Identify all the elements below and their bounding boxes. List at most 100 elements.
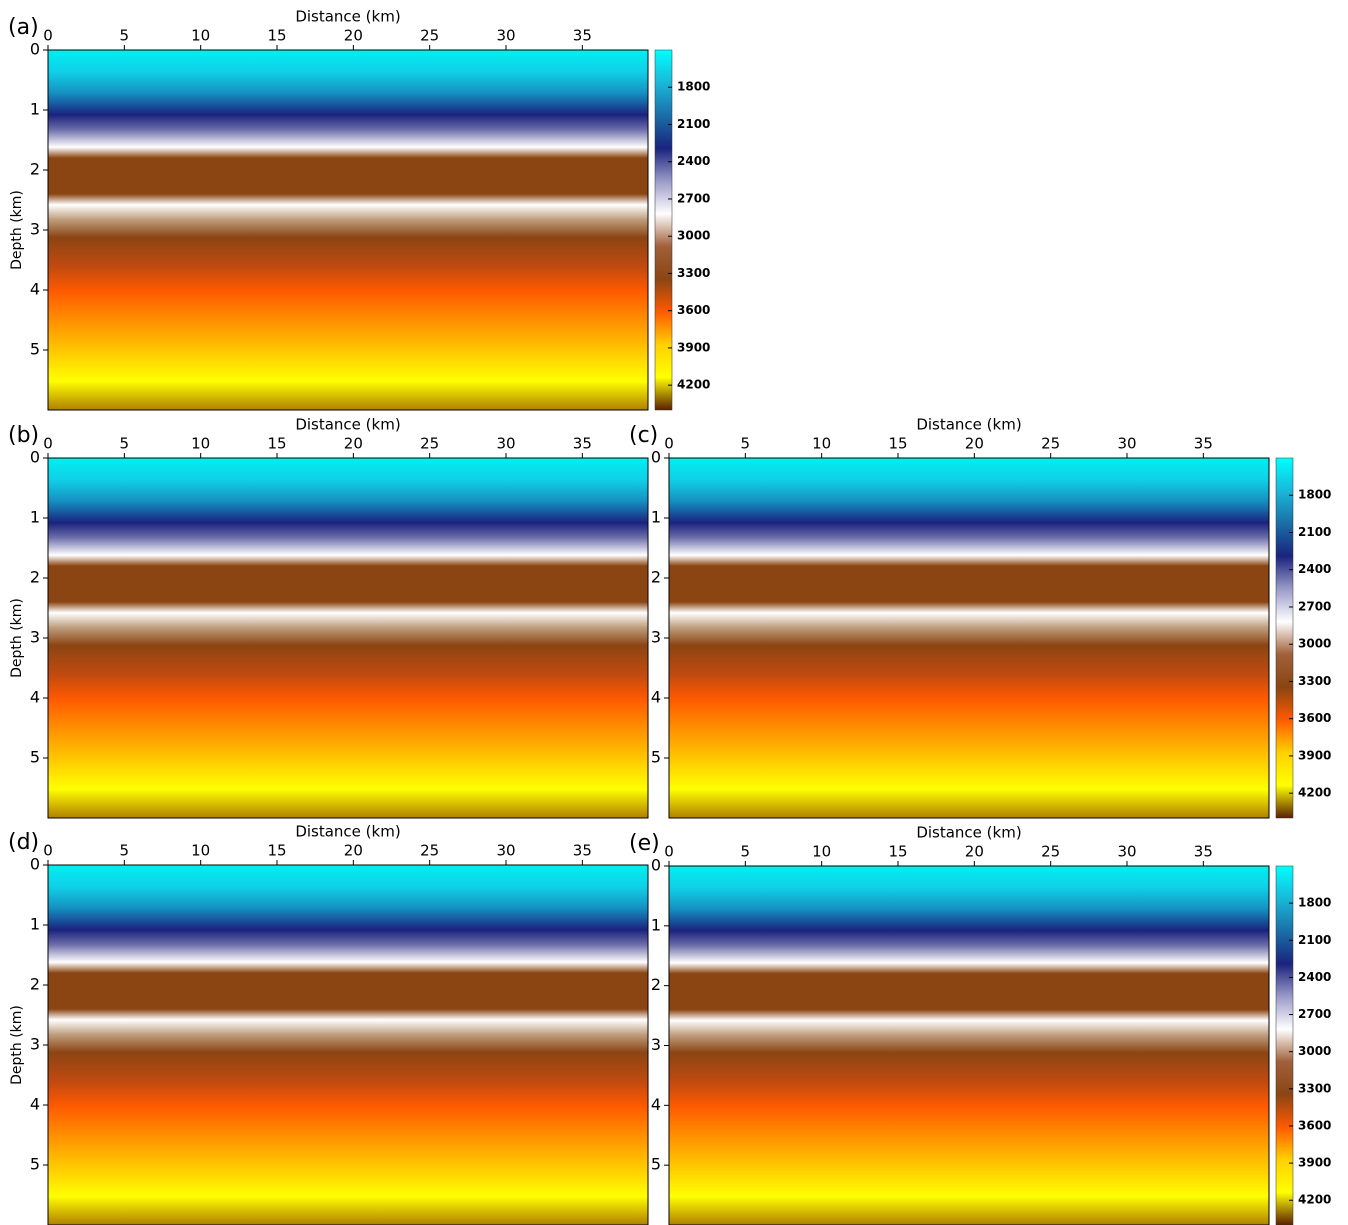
x-tick-label: 20	[344, 27, 363, 45]
y-tick-label: 4	[651, 688, 661, 707]
x-tick-label: 25	[420, 842, 439, 860]
colorbar	[1275, 457, 1294, 819]
velocity-image	[48, 50, 648, 410]
colorbar-tick-label: 2400	[1298, 970, 1331, 984]
axes-frame	[668, 457, 1270, 819]
x-tick-label: 35	[573, 842, 592, 860]
panel-label: (b)	[8, 423, 39, 448]
x-axis-label: Distance (km)	[295, 823, 400, 841]
x-tick-label: 15	[267, 27, 286, 45]
x-tick-label: 35	[1194, 435, 1213, 453]
x-tick-label: 35	[1194, 843, 1213, 861]
y-tick-label: 2	[30, 975, 40, 994]
colorbar-tick-label: 3000	[1298, 637, 1331, 651]
y-tick-label: 4	[651, 1095, 661, 1114]
velocity-image	[48, 458, 648, 818]
y-tick-label: 2	[30, 160, 40, 179]
x-axis-label: Distance (km)	[295, 416, 400, 434]
colorbar-tick-label: 2400	[677, 154, 710, 168]
x-tick-label: 20	[344, 435, 363, 453]
x-axis-label: Distance (km)	[916, 416, 1021, 434]
panel-label: (d)	[8, 830, 39, 855]
x-tick-label: 10	[812, 843, 831, 861]
colorbar-tick-label: 2100	[1298, 933, 1331, 947]
x-tick-label: 25	[1041, 843, 1060, 861]
y-tick-label: 2	[651, 568, 661, 587]
y-tick-label: 5	[651, 748, 661, 767]
colorbar-tick-label: 3900	[1298, 748, 1331, 762]
y-tick-label: 0	[651, 856, 661, 875]
panel-label: (c)	[629, 423, 658, 448]
colorbar-tick-label: 2700	[1298, 1007, 1331, 1021]
x-tick-label: 25	[420, 435, 439, 453]
x-tick-label: 35	[573, 27, 592, 45]
colorbar-tick-label: 1800	[1298, 896, 1331, 910]
y-tick-label: 3	[30, 220, 40, 239]
x-tick-label: 30	[1117, 843, 1136, 861]
y-tick-label: 3	[651, 1035, 661, 1054]
axes-frame	[47, 49, 649, 411]
panel-label: (a)	[8, 15, 39, 40]
x-tick-label: 20	[965, 843, 984, 861]
x-tick-label: 10	[191, 27, 210, 45]
colorbar-tick-label: 4200	[1298, 1193, 1331, 1207]
y-tick-label: 2	[30, 568, 40, 587]
axes-frame	[47, 457, 649, 819]
axes-frame	[47, 864, 649, 1225]
y-tick-label: 4	[30, 280, 40, 299]
colorbar-tick-label: 3600	[1298, 711, 1331, 725]
y-tick-label: 1	[30, 915, 40, 934]
x-tick-label: 15	[267, 435, 286, 453]
y-tick-label: 3	[30, 1035, 40, 1054]
y-axis-label: Depth (km)	[9, 1005, 25, 1085]
colorbar	[654, 49, 673, 411]
colorbar-tick-label: 4200	[677, 378, 710, 392]
x-tick-label: 15	[888, 435, 907, 453]
y-tick-label: 0	[651, 448, 661, 467]
x-tick-label: 5	[120, 27, 130, 45]
y-tick-label: 4	[30, 688, 40, 707]
colorbar-tick-label: 2400	[1298, 562, 1331, 576]
x-tick-label: 15	[888, 843, 907, 861]
y-tick-label: 2	[651, 975, 661, 994]
colorbar-tick-label: 1800	[677, 80, 710, 94]
x-tick-label: 5	[120, 842, 130, 860]
colorbar-tick-label: 3300	[1298, 1081, 1331, 1095]
x-tick-label: 10	[191, 842, 210, 860]
x-tick-label: 25	[420, 27, 439, 45]
x-tick-label: 0	[43, 435, 53, 453]
x-tick-label: 15	[267, 842, 286, 860]
y-tick-label: 0	[30, 855, 40, 874]
x-tick-label: 0	[664, 435, 674, 453]
x-tick-label: 10	[812, 435, 831, 453]
y-tick-label: 0	[30, 448, 40, 467]
y-tick-label: 1	[30, 508, 40, 527]
y-tick-label: 3	[30, 628, 40, 647]
y-tick-label: 0	[30, 40, 40, 59]
y-tick-label: 4	[30, 1095, 40, 1114]
x-tick-label: 10	[191, 435, 210, 453]
colorbar-tick-label: 3300	[677, 266, 710, 280]
y-tick-label: 5	[30, 748, 40, 767]
velocity-image	[669, 866, 1269, 1225]
x-tick-label: 25	[1041, 435, 1060, 453]
colorbar-tick-label: 2700	[677, 191, 710, 205]
x-tick-label: 35	[573, 435, 592, 453]
y-tick-label: 1	[651, 915, 661, 934]
x-axis-label: Distance (km)	[295, 8, 400, 26]
y-tick-label: 5	[30, 340, 40, 359]
colorbar	[1275, 865, 1294, 1225]
x-tick-label: 0	[43, 842, 53, 860]
y-tick-label: 5	[30, 1155, 40, 1174]
colorbar-tick-label: 3900	[677, 340, 710, 354]
x-tick-label: 0	[43, 27, 53, 45]
colorbar-tick-label: 2100	[1298, 525, 1331, 539]
colorbar-tick-label: 3600	[1298, 1118, 1331, 1132]
velocity-image	[669, 458, 1269, 818]
x-tick-label: 30	[1117, 435, 1136, 453]
colorbar-tick-label: 4200	[1298, 786, 1331, 800]
x-tick-label: 5	[741, 843, 751, 861]
y-tick-label: 3	[651, 628, 661, 647]
velocity-image	[48, 865, 648, 1225]
